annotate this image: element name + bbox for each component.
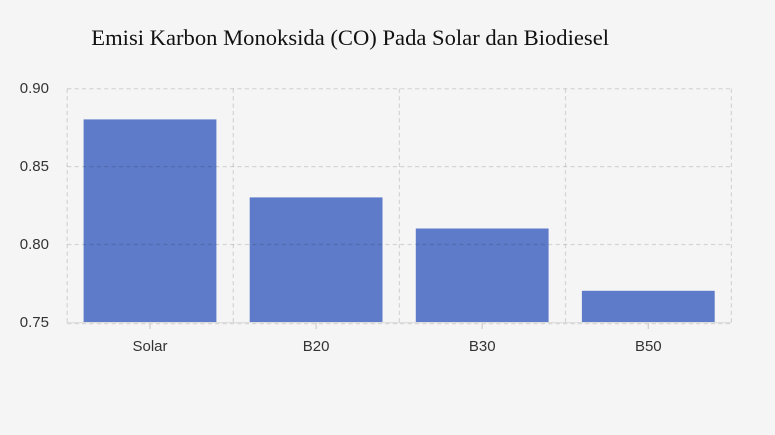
svg-text:Emisi Karbon Monoksida (CO) Pa: Emisi Karbon Monoksida (CO) Pada Solar d… xyxy=(91,25,609,50)
svg-text:B30: B30 xyxy=(469,338,496,355)
svg-text:0.85: 0.85 xyxy=(20,158,49,175)
svg-text:B20: B20 xyxy=(303,338,330,355)
svg-text:Solar: Solar xyxy=(132,338,167,355)
svg-text:0.90: 0.90 xyxy=(20,80,49,97)
svg-text:0.80: 0.80 xyxy=(20,236,49,253)
svg-text:0.75: 0.75 xyxy=(20,314,49,331)
svg-text:B50: B50 xyxy=(635,338,662,355)
